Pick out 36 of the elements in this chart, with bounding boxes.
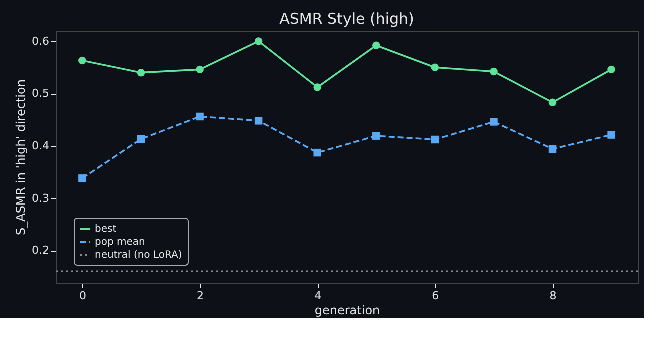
point bbox=[608, 131, 616, 139]
legend-label: neutral (no LoRA) bbox=[95, 250, 182, 261]
y-tick-label: 0.2 bbox=[32, 244, 50, 258]
point bbox=[372, 132, 380, 140]
x-tick-label: 0 bbox=[79, 290, 86, 302]
legend-label: best bbox=[95, 224, 117, 235]
y-tick-label: 0.4 bbox=[32, 140, 50, 153]
x-tick-label: 6 bbox=[432, 290, 440, 302]
point bbox=[490, 68, 498, 76]
point bbox=[254, 38, 263, 46]
y-tick-label: 0.6 bbox=[32, 34, 50, 48]
point bbox=[196, 66, 204, 74]
x-tick-label: 2 bbox=[197, 290, 204, 302]
chart-title: ASMR Style (high) bbox=[280, 10, 414, 28]
y-tick-label: 0.3 bbox=[32, 192, 50, 205]
point bbox=[137, 68, 146, 77]
point bbox=[254, 117, 263, 125]
point bbox=[431, 64, 440, 72]
point bbox=[314, 84, 322, 92]
point bbox=[78, 56, 86, 65]
point bbox=[490, 118, 498, 126]
y-tick-label: 0.5 bbox=[32, 87, 50, 100]
point bbox=[196, 112, 204, 121]
point bbox=[548, 98, 557, 106]
point bbox=[137, 135, 146, 144]
x-axis-title: generation bbox=[314, 304, 380, 318]
point bbox=[608, 66, 616, 74]
point bbox=[372, 42, 380, 50]
x-tick-label: 4 bbox=[314, 290, 322, 302]
y-axis-title: S_ASMR in 'high' direction bbox=[14, 80, 28, 236]
point bbox=[548, 145, 557, 154]
point bbox=[314, 148, 322, 157]
x-tick-label: 8 bbox=[550, 290, 557, 302]
point bbox=[431, 136, 440, 144]
point bbox=[78, 174, 86, 182]
legend-label: pop mean bbox=[95, 237, 146, 248]
